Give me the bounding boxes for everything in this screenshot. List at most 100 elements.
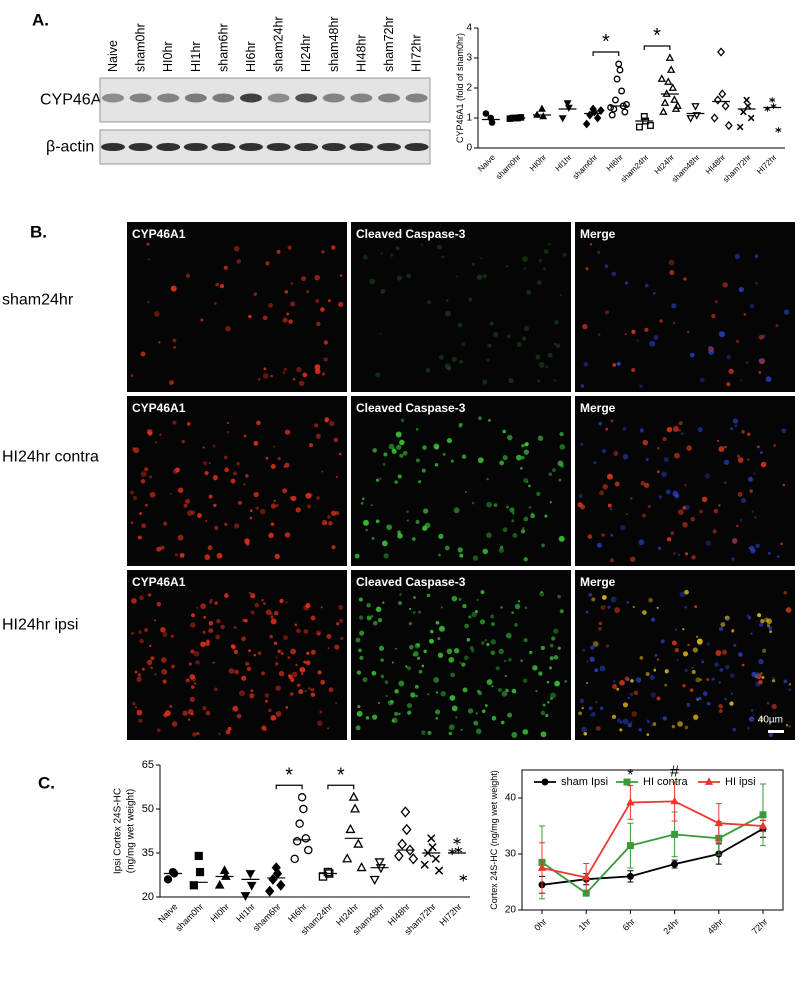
cell	[547, 701, 550, 704]
cell	[444, 363, 451, 370]
cell	[145, 503, 148, 507]
marker	[290, 854, 299, 864]
cell	[370, 615, 374, 618]
y-tick-label: 2	[466, 83, 472, 94]
marker	[517, 114, 525, 121]
blot-band	[239, 143, 263, 151]
channel-label: Cleaved Caspase-3	[356, 401, 466, 415]
marker	[626, 842, 634, 850]
cell	[232, 705, 239, 712]
x-tick-label: 1hr	[576, 916, 592, 932]
cell	[144, 467, 149, 472]
cell	[159, 433, 162, 436]
cell	[423, 649, 427, 654]
cell	[218, 732, 221, 735]
marker	[623, 778, 631, 786]
cell	[298, 689, 304, 695]
cell	[394, 480, 398, 484]
significance-mark: *	[337, 764, 345, 786]
blot-band	[377, 143, 401, 151]
cell	[647, 504, 651, 509]
cell	[150, 666, 153, 670]
cell	[137, 673, 142, 677]
cell	[711, 313, 716, 319]
cell	[156, 602, 162, 607]
cell	[433, 677, 440, 683]
cell	[735, 339, 740, 343]
marker	[593, 113, 602, 123]
cell	[316, 496, 320, 500]
cell	[459, 661, 462, 664]
cell	[298, 380, 305, 387]
cell	[365, 528, 369, 532]
cell	[772, 676, 775, 680]
cell	[754, 516, 757, 519]
cell	[536, 491, 541, 497]
cell	[215, 634, 221, 640]
cell	[505, 632, 512, 639]
cell	[647, 720, 651, 724]
cell	[236, 461, 240, 466]
cell	[309, 443, 314, 448]
cell	[583, 732, 588, 736]
cell	[223, 265, 228, 270]
cell	[306, 504, 311, 509]
cell	[721, 649, 728, 655]
cell	[170, 634, 175, 639]
cell	[138, 718, 143, 723]
cell	[207, 545, 213, 551]
cell	[160, 545, 165, 550]
y-tick-label: 65	[142, 759, 154, 771]
cell	[672, 490, 679, 497]
x-tick-label: 72hr	[750, 916, 770, 936]
cell	[216, 552, 223, 559]
cell	[357, 705, 361, 709]
cell	[415, 458, 420, 463]
cell	[622, 426, 627, 431]
cell	[139, 638, 144, 644]
cell	[499, 460, 505, 466]
cell	[638, 728, 642, 732]
cell	[464, 490, 468, 493]
marker	[397, 838, 407, 850]
cell	[538, 361, 545, 368]
micrograph	[127, 222, 347, 392]
cell	[726, 382, 731, 387]
cell	[730, 427, 733, 430]
blot-band	[157, 93, 180, 103]
cell	[722, 282, 728, 288]
cell	[133, 447, 140, 454]
cell	[208, 494, 213, 499]
cell	[187, 510, 194, 516]
cell	[446, 366, 452, 371]
cell	[245, 661, 250, 666]
cell	[748, 716, 755, 722]
cell	[486, 501, 492, 508]
marker	[740, 108, 747, 116]
cell	[554, 379, 557, 382]
marker	[265, 885, 275, 897]
cell	[640, 481, 645, 486]
cell	[749, 303, 755, 309]
cell	[544, 514, 548, 518]
cell	[398, 601, 402, 606]
cell	[440, 606, 443, 609]
cell	[372, 448, 377, 453]
marker	[736, 123, 744, 131]
cell	[224, 522, 228, 526]
y-tick-label: 20	[505, 905, 517, 916]
cell	[253, 440, 259, 446]
cell	[514, 603, 521, 610]
channel-label: CYP46A1	[132, 575, 186, 589]
cell	[682, 506, 687, 510]
cell	[257, 377, 261, 381]
cell	[480, 590, 485, 595]
cell	[633, 690, 639, 696]
plot-frame	[521, 769, 784, 911]
cell	[270, 374, 273, 378]
marker	[189, 881, 198, 890]
cell	[418, 669, 423, 674]
significance-mark: *	[602, 31, 610, 53]
cell	[658, 495, 662, 499]
lane-label: HI6hr	[244, 41, 258, 72]
